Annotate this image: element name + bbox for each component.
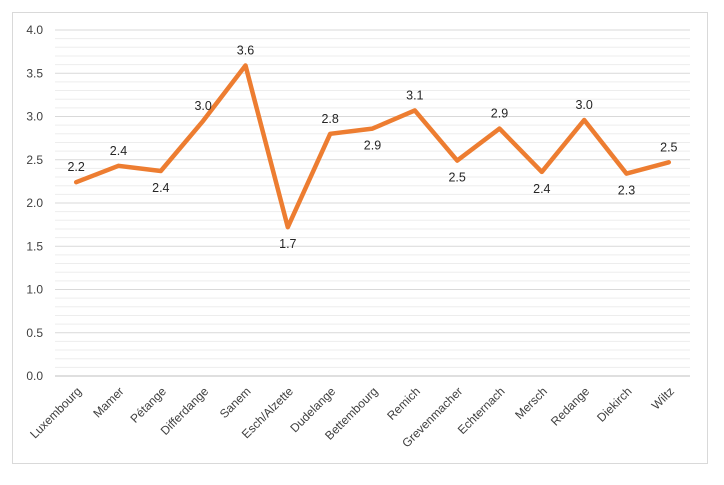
data-label: 2.8 [321, 112, 338, 126]
y-tick-label: 3.0 [26, 110, 43, 124]
data-label: 3.0 [575, 98, 592, 112]
x-tick-label: Remich [384, 384, 423, 423]
x-tick-label: Pétange [127, 384, 169, 426]
data-label: 3.6 [237, 43, 254, 57]
y-tick-label: 2.0 [26, 196, 43, 210]
data-label: 2.4 [533, 182, 550, 196]
data-labels: 2.2 2.4 2.4 3.0 3.6 1.7 2.8 2.9 3.1 2.5 2.9 2.4 3.0 2… [67, 43, 677, 251]
data-label: 2.5 [448, 171, 465, 185]
y-tick-label: 0.5 [26, 326, 43, 340]
x-tick-label: Sanem [217, 384, 254, 421]
y-tick-label: 0.0 [26, 369, 43, 383]
data-label: 3.0 [194, 99, 211, 113]
series-line [73, 63, 672, 230]
y-tick-label: 3.5 [26, 66, 43, 80]
data-label: 3.1 [406, 88, 423, 102]
x-tick-label: Mamer [90, 384, 126, 420]
y-tick-label: 1.0 [26, 283, 43, 297]
x-tick-label: Redange [548, 384, 593, 429]
y-tick-label: 4.0 [26, 23, 43, 37]
data-label: 2.4 [152, 181, 169, 195]
minor-gridlines [55, 38, 690, 368]
x-tick-label: Diekirch [594, 384, 635, 425]
data-label: 2.5 [660, 140, 677, 154]
x-tick-label: Luxembourg [27, 384, 84, 441]
data-label: 2.3 [618, 184, 635, 198]
data-label: 2.2 [67, 160, 84, 174]
data-label: 2.9 [491, 107, 508, 121]
y-tick-label: 1.5 [26, 239, 43, 253]
data-label: 2.4 [110, 144, 127, 158]
x-tick-label: Mersch [512, 384, 550, 422]
y-axis-tick-labels: 0.0 0.5 1.0 1.5 2.0 2.5 3.0 3.5 4.0 [26, 23, 43, 383]
x-tick-label: Wiltz [649, 384, 677, 412]
major-gridlines [55, 29, 690, 377]
data-label: 1.7 [279, 237, 296, 251]
y-tick-label: 2.5 [26, 153, 43, 167]
data-label: 2.9 [364, 139, 381, 153]
